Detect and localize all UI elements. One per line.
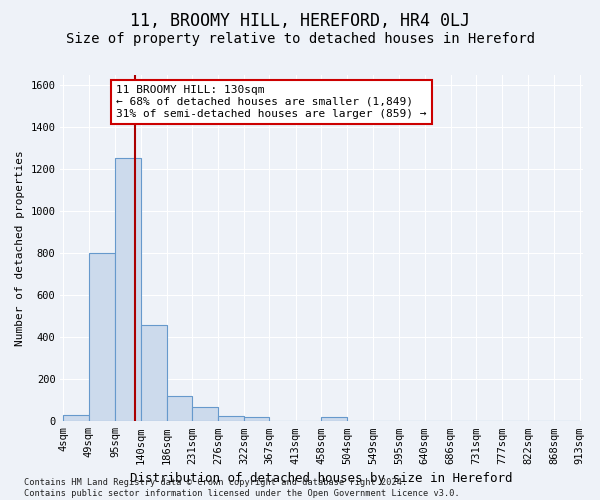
Text: Size of property relative to detached houses in Hereford: Size of property relative to detached ho… — [65, 32, 535, 46]
X-axis label: Distribution of detached houses by size in Hereford: Distribution of detached houses by size … — [130, 472, 513, 485]
Bar — [218, 416, 244, 422]
Y-axis label: Number of detached properties: Number of detached properties — [15, 150, 25, 346]
Bar — [115, 158, 140, 421]
Bar — [167, 396, 192, 421]
Text: 11, BROOMY HILL, HEREFORD, HR4 0LJ: 11, BROOMY HILL, HEREFORD, HR4 0LJ — [130, 12, 470, 30]
Text: 11 BROOMY HILL: 130sqm
← 68% of detached houses are smaller (1,849)
31% of semi-: 11 BROOMY HILL: 130sqm ← 68% of detached… — [116, 86, 427, 118]
Bar — [140, 325, 167, 422]
Bar — [321, 417, 347, 422]
Bar — [63, 415, 89, 422]
Bar — [89, 254, 115, 422]
Bar — [244, 417, 269, 422]
Bar — [192, 406, 218, 422]
Text: Contains HM Land Registry data © Crown copyright and database right 2024.
Contai: Contains HM Land Registry data © Crown c… — [24, 478, 460, 498]
